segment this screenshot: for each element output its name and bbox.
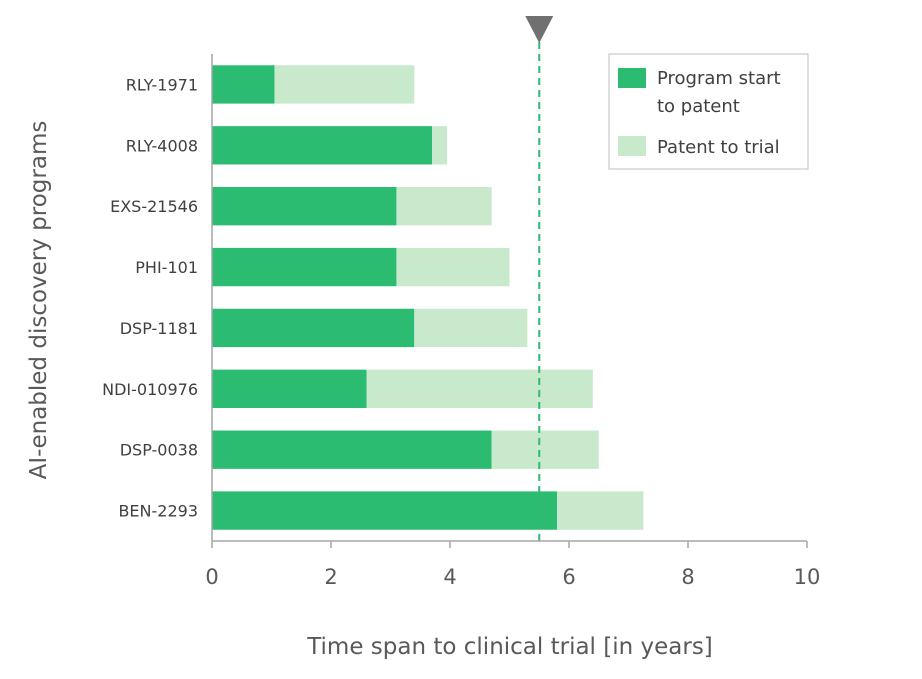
category-label-exs-21546: EXS-21546 xyxy=(110,197,198,216)
y-axis-title: AI-enabled discovery programs xyxy=(26,121,52,480)
bar-rly-1971-program-start xyxy=(212,65,275,104)
x-axis-title: Time span to clinical trial [in years] xyxy=(306,634,713,660)
category-label-dsp-0038: DSP-0038 xyxy=(120,441,198,460)
bar-dsp-1181-patent-to-trial xyxy=(414,308,528,348)
category-label-ben-2293: BEN-2293 xyxy=(118,502,198,521)
bar-ndi-010976-program-start xyxy=(212,369,367,408)
axes-layer xyxy=(211,54,807,542)
legend-swatch-program-start xyxy=(618,68,646,88)
category-label-dsp-1181: DSP-1181 xyxy=(120,319,198,338)
category-label-rly-4008: RLY-4008 xyxy=(126,136,198,155)
x-tick-label-0: 0 xyxy=(205,565,218,589)
category-label-rly-1971: RLY-1971 xyxy=(126,75,198,94)
x-tick-label-10: 10 xyxy=(794,565,821,589)
bar-dsp-0038-program-start xyxy=(212,430,492,469)
x-tick-label-4: 4 xyxy=(443,565,456,589)
x-tick-label-2: 2 xyxy=(324,565,337,589)
bar-rly-4008-patent-to-trial xyxy=(432,126,448,165)
bar-exs-21546-patent-to-trial xyxy=(396,187,492,226)
x-tick-label-6: 6 xyxy=(562,565,575,589)
bar-ben-2293-patent-to-trial xyxy=(557,491,644,530)
bars-layer xyxy=(212,65,644,530)
bar-ndi-010976-patent-to-trial xyxy=(366,369,593,408)
reference-marker-triangle xyxy=(525,16,554,43)
bar-exs-21546-program-start xyxy=(212,187,397,226)
legend-label-program-start-line2: to patent xyxy=(657,96,740,117)
legend: Program start to patent Patent to trial xyxy=(608,53,809,170)
x-ticks-layer: 0 2 4 6 8 10 xyxy=(205,541,820,589)
bar-phi-101-program-start xyxy=(212,247,397,287)
category-label-ndi-010976: NDI-010976 xyxy=(102,380,198,399)
bar-rly-1971-patent-to-trial xyxy=(274,65,415,104)
legend-label-patent-to-trial: Patent to trial xyxy=(657,137,780,158)
category-labels-layer: RLY-1971 RLY-4008 EXS-21546 PHI-101 DSP-1181… xyxy=(102,75,198,520)
bar-ben-2293-program-start xyxy=(212,491,558,530)
bar-phi-101-patent-to-trial xyxy=(396,247,510,287)
bar-rly-4008-program-start xyxy=(212,126,433,165)
legend-swatch-patent-to-trial xyxy=(618,136,646,156)
category-label-phi-101: PHI-101 xyxy=(135,258,198,277)
x-tick-label-8: 8 xyxy=(681,565,694,589)
bar-dsp-1181-program-start xyxy=(212,308,415,348)
bar-dsp-0038-patent-to-trial xyxy=(491,430,599,469)
legend-label-program-start-line1: Program start xyxy=(657,68,781,89)
reference-layer xyxy=(525,16,554,541)
legend-label-program-start: Program start to patent xyxy=(657,68,786,117)
